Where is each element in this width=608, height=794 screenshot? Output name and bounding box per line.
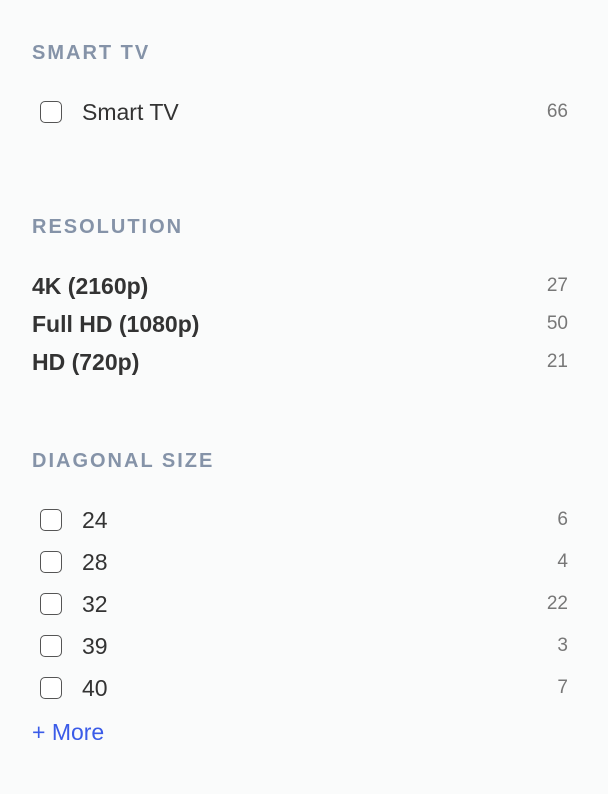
filter-label: Full HD (1080p)	[32, 310, 200, 337]
filter-label: 4K (2160p)	[32, 272, 149, 299]
filter-count: 3	[557, 635, 568, 656]
filter-24[interactable]: 24 6	[32, 499, 568, 541]
checkbox[interactable]	[40, 593, 62, 615]
section-heading: RESOLUTION	[32, 216, 184, 238]
filter-label: 28	[82, 548, 108, 575]
filter-count: 50	[546, 313, 568, 334]
filter-28[interactable]: 28 4	[32, 541, 568, 583]
resolution-link[interactable]: HD (720p) 21	[32, 343, 568, 381]
filter-smart-tv[interactable]: Smart TV 66	[32, 91, 568, 133]
filter-label: 32	[82, 590, 108, 617]
filter-count: 66	[546, 101, 568, 122]
filter-label: 39	[82, 632, 108, 659]
diagonal-size-section: DIAGONAL SIZE 24 6 28 4 32 22 39 3 40 7 + Mor…	[32, 450, 568, 746]
filter-count: 27	[546, 275, 568, 296]
filter-label: 24	[82, 506, 108, 533]
filter-label: HD (720p)	[32, 348, 140, 375]
filter-count: 7	[557, 677, 568, 698]
filter-40[interactable]: 40 7	[32, 667, 568, 709]
resolution-link[interactable]: Full HD (1080p) 50	[32, 305, 568, 343]
filter-label: Smart TV	[82, 98, 179, 125]
resolution-link[interactable]: 4K (2160p) 27	[32, 267, 568, 305]
more-link[interactable]: + More	[32, 719, 105, 745]
filter-count: 4	[557, 551, 568, 572]
smart-tv-section: SMART TV Smart TV 66	[32, 42, 568, 133]
filter-count: 6	[557, 509, 568, 530]
checkbox[interactable]	[40, 635, 62, 657]
section-heading: SMART TV	[32, 42, 151, 64]
filter-label: 40	[82, 674, 108, 701]
checkbox[interactable]	[40, 551, 62, 573]
filter-count: 21	[546, 351, 568, 372]
filter-32[interactable]: 32 22	[32, 583, 568, 625]
resolution-section: RESOLUTION 4K (2160p) 27 Full HD (1080p) 5…	[32, 216, 568, 381]
filter-39[interactable]: 39 3	[32, 625, 568, 667]
checkbox[interactable]	[40, 509, 62, 531]
checkbox[interactable]	[40, 677, 62, 699]
checkbox[interactable]	[40, 101, 62, 123]
filter-count: 22	[546, 593, 568, 614]
section-heading: DIAGONAL SIZE	[32, 450, 215, 472]
